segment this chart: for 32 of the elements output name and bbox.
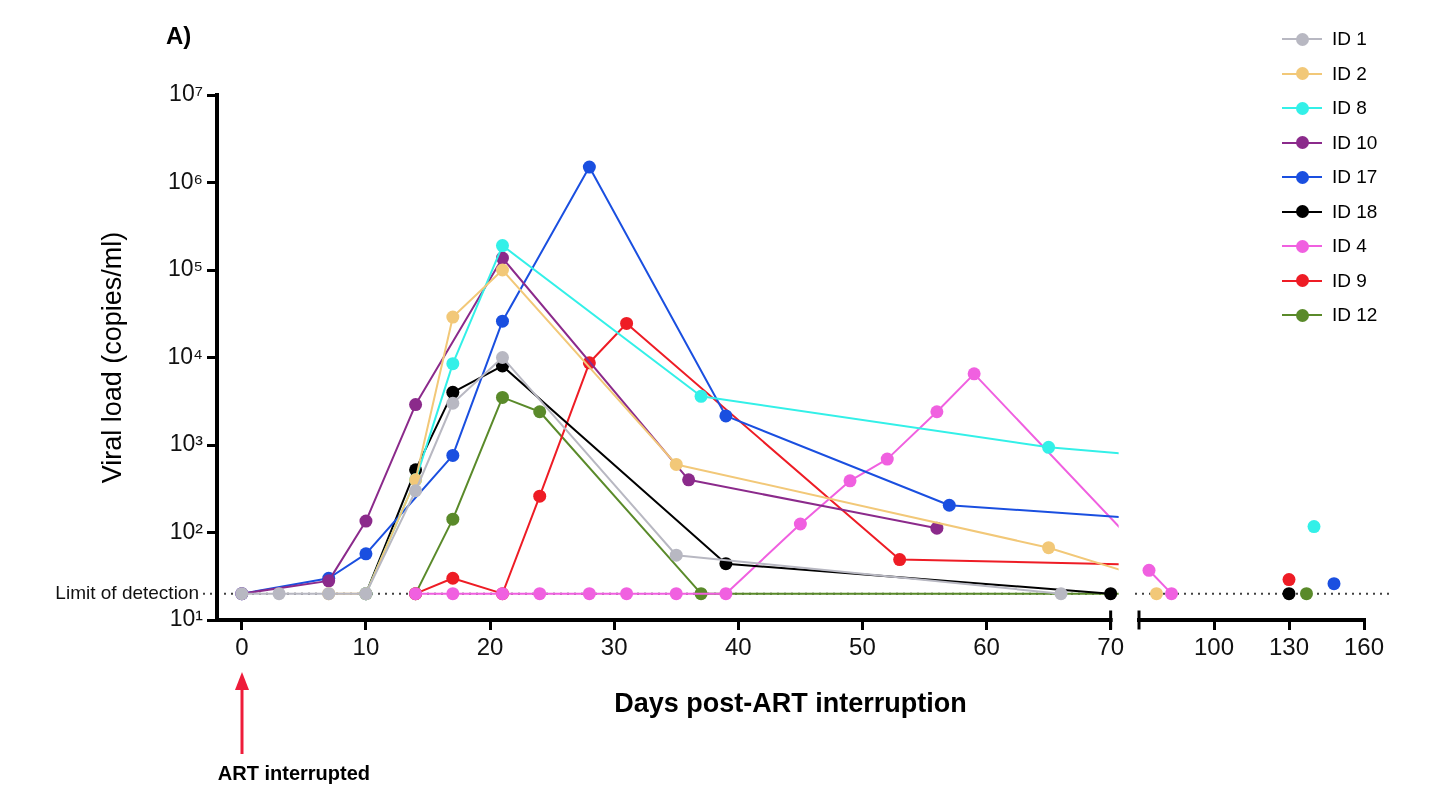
x-tick-label: 20 (476, 633, 504, 661)
x-tick-label: 130 (1268, 633, 1310, 661)
ref-line-label: Limit of detection (55, 581, 199, 603)
x-axis-title: Days post-ART interruption (613, 688, 968, 719)
x-tick-label: 30 (600, 633, 628, 661)
x-tick-label: 0 (235, 633, 249, 661)
x-tick-label: 50 (849, 633, 876, 661)
legend-label: ID 8 (1332, 97, 1367, 120)
chart-title: A) (166, 22, 192, 50)
y-tick-label: 10⁵ (167, 255, 203, 282)
x-tick-label: 10 (352, 633, 380, 661)
x-tick-label: 40 (724, 633, 752, 661)
y-tick-label: 10⁶ (167, 167, 203, 194)
y-tick-label: 10⁴ (167, 342, 203, 369)
x-tick-label: 160 (1343, 633, 1385, 661)
y-tick-label: 10¹ (169, 605, 204, 632)
legend-label: ID 9 (1332, 269, 1367, 292)
legend-label: ID 10 (1332, 131, 1378, 154)
x-tick-label: 60 (973, 633, 1000, 661)
x-tick-label: 70 (1097, 633, 1124, 661)
legend-label: ID 2 (1332, 62, 1367, 85)
text: ART interrupted (217, 762, 371, 785)
y-tick-label: 10⁷ (169, 80, 203, 107)
legend-label: ID 18 (1332, 200, 1378, 223)
x-tick-label: 100 (1193, 633, 1235, 661)
legend-label: ID 1 (1332, 28, 1367, 51)
y-tick-label: 10³ (169, 430, 204, 457)
y-axis-title: Viral load (copies/ml) (96, 231, 127, 484)
legend-label: ID 12 (1332, 304, 1378, 327)
legend-label: ID 17 (1332, 166, 1378, 189)
y-tick-label: 10² (169, 517, 204, 544)
legend-label: ID 4 (1332, 235, 1367, 258)
